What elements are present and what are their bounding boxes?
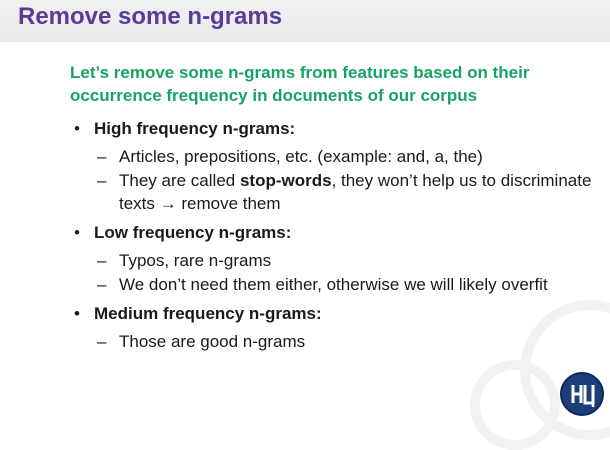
stop-words-term: stop-words	[239, 171, 332, 190]
sub-item: – Articles, prepositions, etc. (example:…	[94, 145, 592, 168]
sub-item-text: Those are good n-grams	[119, 332, 306, 351]
title-bar: Remove some n-grams	[0, 0, 610, 42]
sub-list: – Typos, rare n-grams – We don’t need th…	[94, 249, 592, 296]
logo-glyph	[571, 385, 595, 407]
sub-list: – Those are good n-grams	[94, 330, 592, 353]
sub-item-text: Articles, prepositions, etc. (example: a…	[119, 147, 483, 166]
bullet-heading: High frequency n-grams:	[94, 119, 296, 138]
bullet-marker: •	[74, 304, 80, 323]
bullet-heading: Low frequency n-grams:	[94, 223, 292, 242]
bullet-marker: •	[74, 119, 80, 138]
dash-marker: –	[97, 275, 107, 294]
hse-university-logo-icon	[560, 372, 604, 416]
slide-title: Remove some n-grams	[18, 3, 283, 30]
sub-item-text: , they won’t help us to discriminate tex…	[119, 171, 592, 213]
bullet-item: • Low frequency n-grams: – Typos, rare n…	[72, 221, 592, 296]
sub-item: – They are called stop-words, they won’t…	[94, 169, 592, 215]
sub-item-text: They are called	[119, 171, 240, 190]
sub-list: – Articles, prepositions, etc. (example:…	[94, 145, 592, 215]
sub-item: – Those are good n-grams	[94, 330, 592, 353]
slide-lead: Let’s remove some n-grams from features …	[70, 63, 530, 105]
background-gear-decoration	[470, 360, 560, 450]
bullet-item: • Medium frequency n-grams: – Those are …	[72, 302, 592, 353]
dash-marker: –	[97, 171, 107, 190]
dash-marker: –	[97, 332, 107, 351]
dash-marker: –	[97, 147, 107, 166]
bullet-heading: Medium frequency n-grams:	[94, 304, 322, 323]
bullet-item: • High frequency n-grams: – Articles, pr…	[72, 117, 592, 215]
bullet-list: • High frequency n-grams: – Articles, pr…	[72, 117, 592, 359]
sub-item: – We don’t need them either, otherwise w…	[94, 273, 592, 296]
dash-marker: –	[97, 251, 107, 270]
bullet-marker: •	[74, 223, 80, 242]
sub-item-text: Typos, rare n-grams	[119, 251, 272, 270]
sub-item: – Typos, rare n-grams	[94, 249, 592, 272]
sub-item-text: We don’t need them either, otherwise we …	[119, 275, 548, 294]
